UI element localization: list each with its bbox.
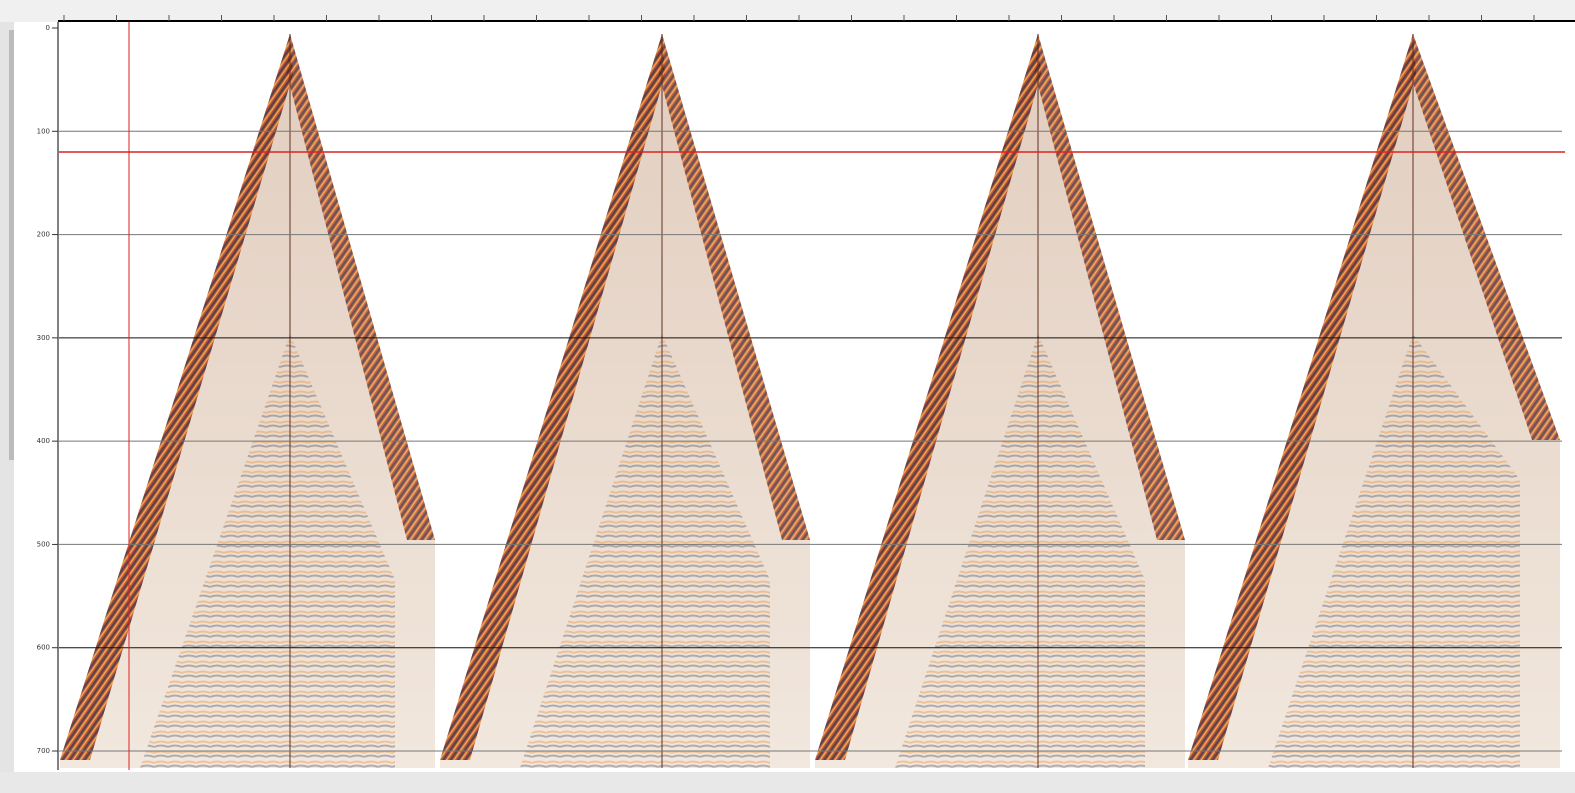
first-break-right [659,34,810,540]
y-tick-label: 700 [37,747,50,755]
first-break-left [815,34,1041,760]
y-tick-label: 300 [37,334,50,342]
y-tick-label: 200 [37,231,50,239]
gather-waves [895,334,1145,768]
y-tick-label: 400 [37,437,50,445]
first-break-right [1035,34,1185,540]
y-tick-label: 0 [46,24,50,32]
y-tick-label: 600 [37,644,50,652]
top-ruler [0,0,1575,22]
status-bar [0,772,1575,793]
scroll-thumb[interactable] [9,30,14,460]
first-break-left [60,34,293,760]
gathers [60,34,1560,768]
first-break-left [1188,34,1416,760]
gather-waves [520,334,770,768]
y-tick-label: 500 [37,540,50,548]
y-tick-label: 100 [37,127,50,135]
first-break-right [1410,34,1560,440]
gather-waves [1268,334,1520,768]
gather-waves [140,334,395,768]
first-break-left [440,34,665,760]
grid: 0 100 200 300 400 500 600 700 [37,24,1562,755]
first-break-right [287,34,435,540]
